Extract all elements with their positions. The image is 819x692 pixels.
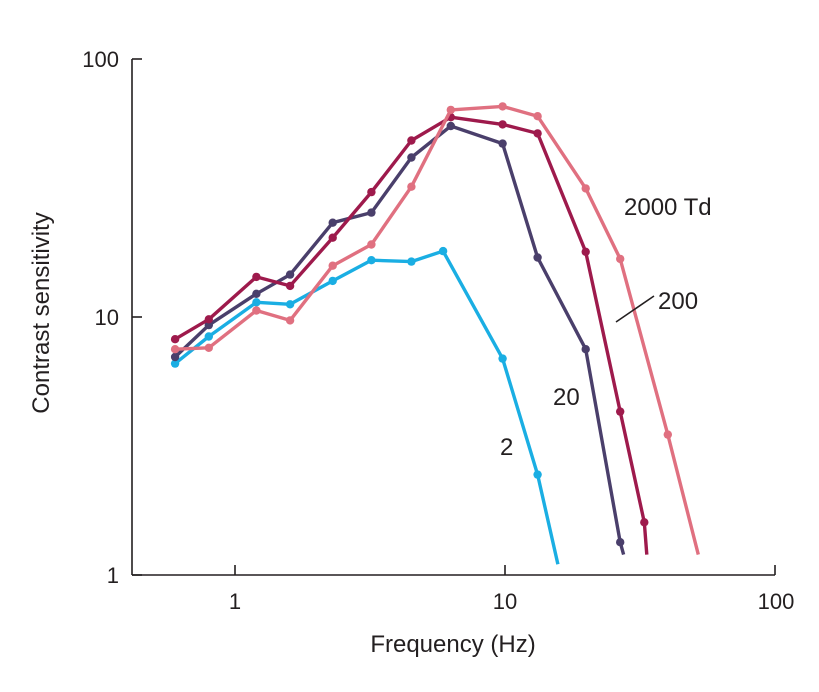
data-point-20-11	[616, 538, 625, 547]
data-point-20-4	[328, 218, 337, 227]
data-point-2000-td-4	[328, 261, 337, 270]
data-point-2000-td-1	[204, 343, 213, 352]
series-line-20	[173, 124, 626, 556]
series-label-2: 2	[500, 434, 513, 461]
series-label-200: 200	[658, 288, 698, 315]
series-20	[170, 121, 626, 556]
data-point-200-2	[252, 272, 261, 282]
series-2000-td	[170, 102, 700, 556]
series-line-200	[174, 115, 649, 555]
data-point-20-8	[498, 139, 507, 148]
data-point-2-4	[328, 276, 337, 286]
data-point-2-1	[204, 332, 213, 341]
x-tick-label-100: 100	[758, 589, 795, 614]
series-line-2000-td	[175, 104, 700, 556]
data-point-2-6	[407, 257, 416, 266]
data-point-2-8	[498, 354, 507, 363]
data-point-20-5	[367, 208, 376, 217]
data-point-2000-td-9	[533, 112, 542, 121]
x-axis-title: Frequency (Hz)	[370, 631, 535, 658]
data-point-20-10	[581, 345, 590, 354]
series-2	[170, 246, 560, 565]
data-point-20-9	[533, 253, 542, 262]
x-tick-label-10: 10	[493, 589, 517, 614]
data-point-200-8	[498, 120, 507, 129]
data-point-200-4	[328, 233, 337, 242]
series-label-20: 20	[553, 384, 580, 411]
data-point-200-9	[533, 129, 542, 138]
data-point-2-3	[285, 300, 295, 309]
data-point-20-7	[446, 121, 455, 131]
series-200	[170, 113, 649, 555]
data-point-200-3	[285, 281, 295, 291]
data-point-20-0	[170, 352, 180, 362]
data-point-200-5	[367, 187, 376, 197]
data-point-2000-td-3	[285, 316, 295, 325]
y-tick-label-1: 1	[107, 563, 119, 588]
y-tick-label-10: 10	[95, 305, 119, 330]
data-point-2000-td-2	[252, 306, 261, 315]
data-point-2-2	[252, 298, 261, 307]
series-layer	[170, 102, 700, 565]
label-200-leader-line	[615, 295, 655, 323]
data-point-2000-td-10	[581, 184, 590, 193]
data-point-2000-td-0	[170, 345, 180, 354]
data-point-20-3	[285, 270, 295, 279]
data-point-20-6	[407, 153, 416, 162]
series-label-2000-td: 2000 Td	[624, 194, 712, 221]
data-point-20-1	[204, 320, 213, 330]
data-point-2000-td-7	[446, 105, 455, 115]
data-point-2000-td-8	[498, 102, 507, 111]
data-point-2000-td-11	[616, 254, 625, 264]
data-point-200-12	[640, 518, 649, 527]
data-point-200-1	[204, 315, 213, 324]
y-axis-title: Contrast sensitivity	[28, 212, 55, 413]
data-point-2-5	[367, 256, 376, 265]
data-point-2000-td-5	[367, 240, 376, 249]
x-tick-label-1: 1	[229, 589, 241, 614]
data-point-20-2	[252, 289, 261, 298]
data-point-2000-td-6	[407, 182, 416, 191]
data-point-2-7	[438, 246, 448, 256]
data-point-200-6	[407, 136, 416, 145]
data-point-2-0	[170, 359, 180, 368]
axes	[131, 59, 775, 576]
y-tick-label-100: 100	[82, 47, 119, 72]
data-point-2-9	[533, 470, 542, 479]
data-point-200-10	[581, 247, 590, 256]
data-point-200-11	[616, 407, 625, 416]
data-point-200-0	[170, 335, 180, 344]
ticks	[132, 58, 776, 576]
data-point-2000-td-12	[663, 430, 672, 439]
